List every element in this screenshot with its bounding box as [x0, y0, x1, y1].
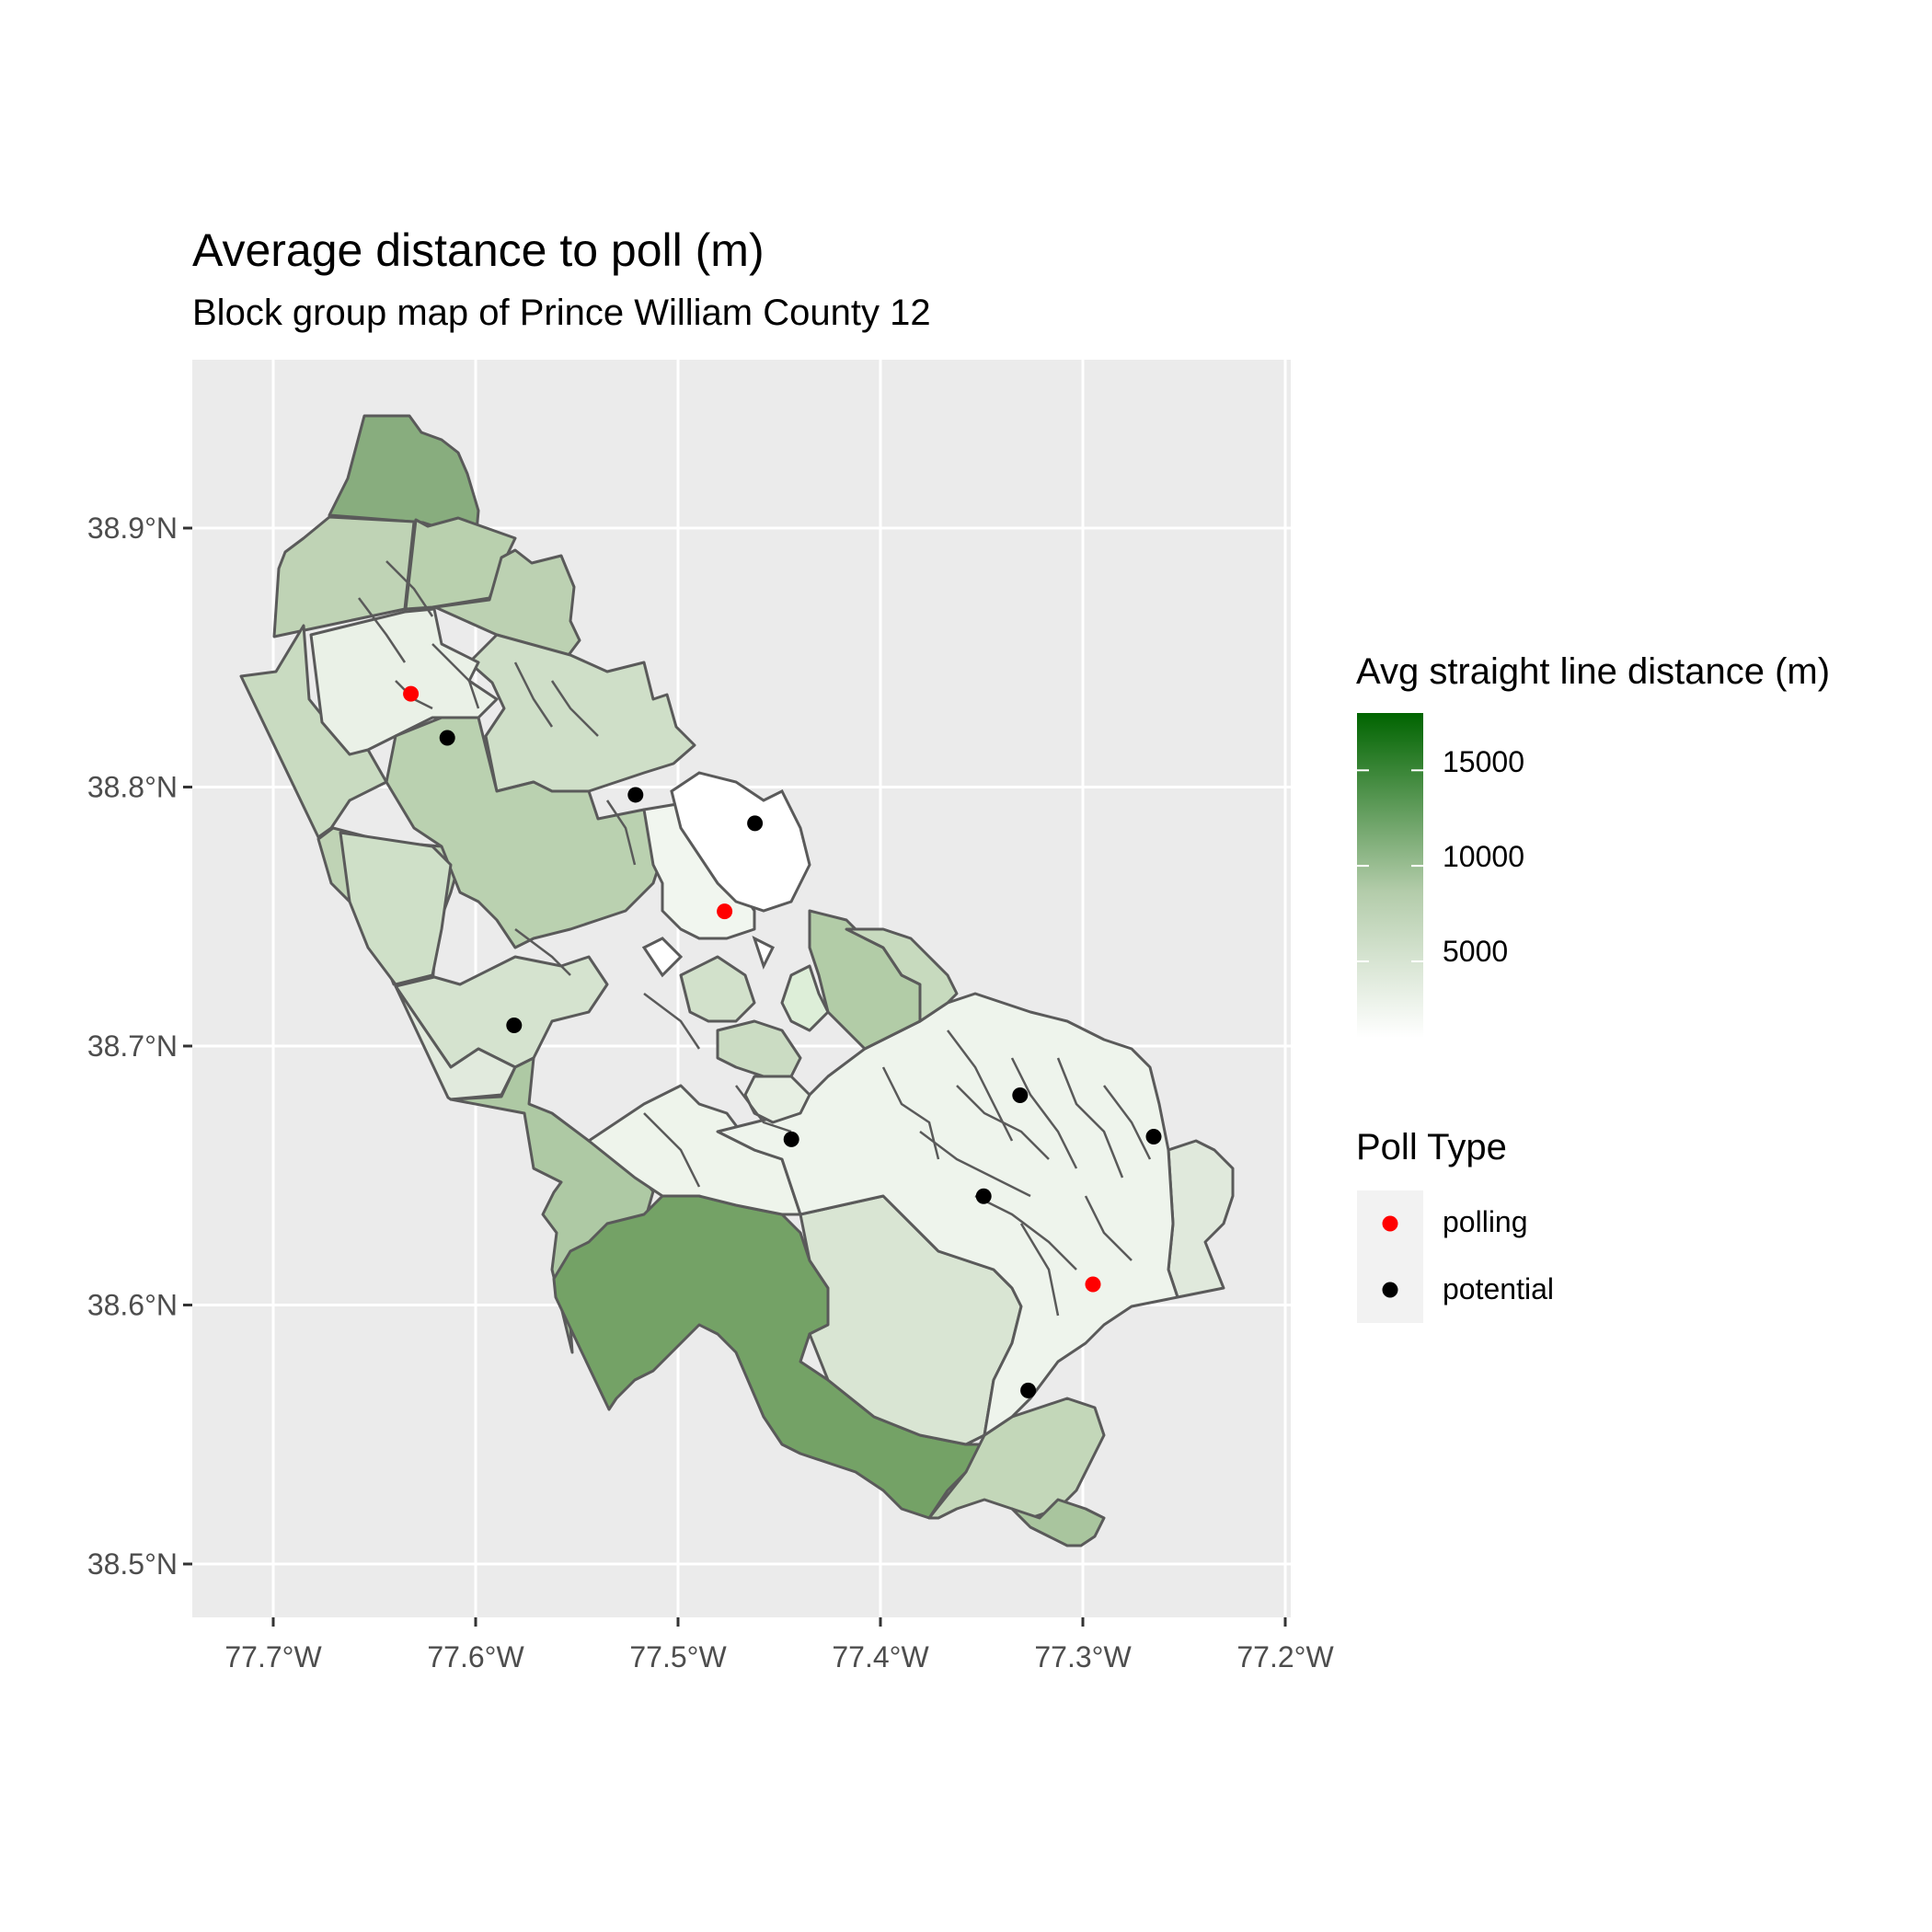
block-group-mid-east [845, 927, 959, 1023]
poll-legend-label-polling: polling [1443, 1205, 1528, 1238]
block-group-inner-northwest [309, 607, 499, 756]
block-group-boundary [919, 1131, 1031, 1198]
block-group-boundary [550, 680, 599, 737]
block-group-center-north [467, 633, 696, 793]
block-group-boundary [643, 993, 701, 1050]
potential-point [975, 1188, 992, 1204]
legend-graphics [1357, 713, 1423, 1323]
potential-point [783, 1131, 799, 1147]
county-block-groups [239, 414, 1235, 1547]
poll-legend-key-potential [1382, 1282, 1398, 1298]
potential-point [1145, 1129, 1162, 1145]
block-group-boundary [735, 1085, 792, 1133]
potential-point [1020, 1382, 1037, 1398]
potential-point [1012, 1087, 1029, 1103]
x-tick-label: 77.2°W [1236, 1640, 1334, 1673]
x-tick-label: 77.7°W [224, 1640, 322, 1673]
chart-subtitle: Block group map of Prince William County… [192, 293, 931, 333]
excluded-area [670, 771, 811, 913]
polling-point [717, 903, 733, 920]
polling-point [1085, 1276, 1101, 1293]
block-group-central-small3 [743, 1075, 811, 1124]
axes: 77.7°W 77.6°W 77.5°W 77.4°W 77.3°W 77.2°W 38.5… [87, 512, 1335, 1673]
polling-point [403, 685, 420, 702]
poll-legend-title: Poll Type [1356, 1127, 1507, 1167]
x-tick-label: 77.5°W [629, 1640, 727, 1673]
block-group-far-north [328, 414, 510, 552]
block-group-boundary [513, 661, 554, 728]
potential-point [506, 1017, 523, 1033]
block-group-boundary [1084, 1195, 1133, 1261]
poll-legend-key-background [1357, 1190, 1423, 1323]
block-group-boundary [385, 560, 434, 617]
block-group-boundary [956, 1085, 1050, 1160]
potential-point [627, 787, 644, 803]
fill-legend-break-10000: 10000 [1443, 840, 1524, 873]
excluded-area [752, 936, 776, 970]
block-group-boundary [1103, 1085, 1152, 1160]
poll-legend-label-potential: potential [1443, 1272, 1554, 1305]
block-group-central-small4 [679, 955, 756, 1023]
y-tick-label: 38.8°N [87, 771, 178, 804]
x-tick-label: 77.6°W [427, 1640, 524, 1673]
block-group-central-small1 [780, 964, 830, 1032]
chart-title: Average distance to poll (m) [192, 224, 765, 276]
y-tick-label: 38.9°N [87, 512, 178, 545]
block-group-boundary [1019, 1223, 1060, 1317]
potential-point [439, 730, 455, 746]
y-tick-label: 38.5°N [87, 1547, 178, 1581]
block-group-mid-west [385, 716, 664, 949]
block-group-inner-west [339, 831, 453, 986]
block-group-boundary [1010, 1057, 1078, 1169]
potential-point [747, 815, 764, 832]
block-group-boundary [1056, 1057, 1124, 1179]
block-group-boundary [974, 1194, 1077, 1271]
fill-legend-break-15000: 15000 [1443, 745, 1524, 778]
block-group-boundary [514, 928, 571, 976]
block-group-boundary [431, 643, 480, 709]
block-group-boundary [358, 597, 407, 663]
block-group-boundary [605, 799, 637, 866]
block-group-east-cluster [716, 992, 1179, 1437]
y-tick-label: 38.6°N [87, 1289, 178, 1322]
fill-legend-title: Avg straight line distance (m) [1356, 651, 1831, 692]
poll-points [403, 685, 1162, 1398]
block-group-far-southeast [1010, 1498, 1106, 1547]
y-tick-label: 38.7°N [87, 1029, 178, 1063]
x-tick-label: 77.4°W [832, 1640, 929, 1673]
excluded-area [641, 937, 684, 978]
block-group-boundary [643, 1112, 701, 1188]
poll-legend-key-polling [1382, 1215, 1398, 1232]
color-scale-bar [1357, 713, 1423, 1038]
fill-legend-break-5000: 5000 [1443, 935, 1509, 968]
x-tick-label: 77.3°W [1034, 1640, 1132, 1673]
block-group-north-west [272, 515, 416, 638]
